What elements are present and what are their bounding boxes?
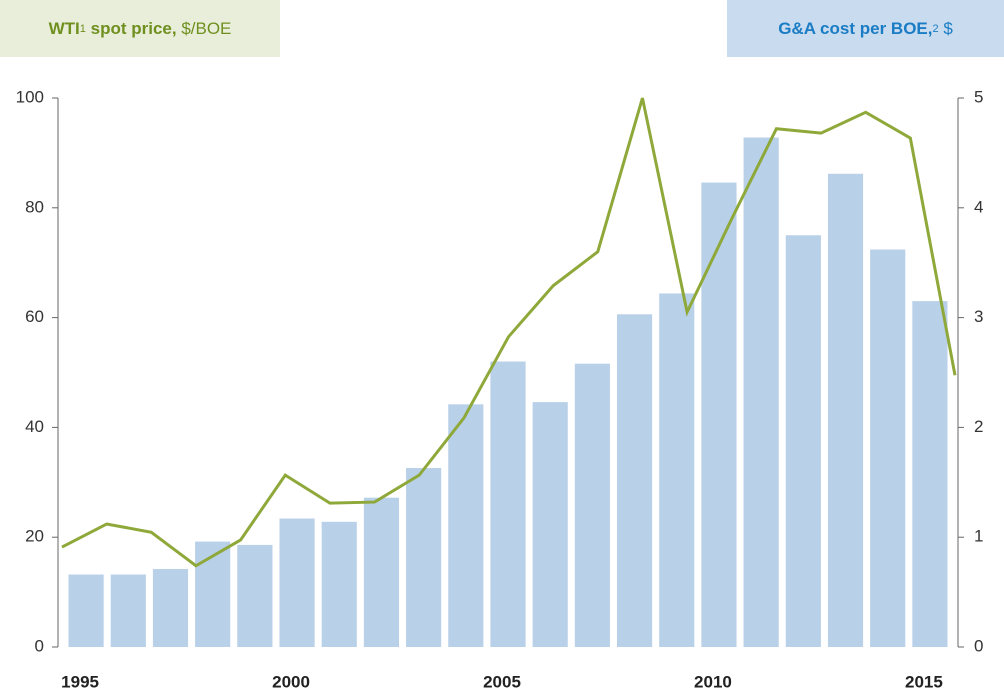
y2-tick-label: 1 [974, 527, 983, 546]
left-legend: WTI 1 spot price, $/BOE [0, 0, 280, 57]
x-tick-label: 2015 [905, 672, 943, 691]
y-tick-label: 80 [25, 197, 44, 216]
y-tick-label: 100 [16, 87, 44, 106]
bar [237, 544, 273, 647]
bar [152, 569, 189, 647]
y2-tick-label: 4 [974, 197, 983, 216]
bar [279, 518, 315, 647]
x-tick-label: 2005 [483, 672, 521, 691]
x-tick-label: 2010 [694, 672, 732, 691]
y2-tick-label: 5 [974, 87, 983, 106]
line [61, 97, 957, 568]
bar [406, 468, 442, 647]
bar [912, 301, 948, 647]
y-tick-label: 60 [25, 307, 44, 326]
y2-tick-label: 3 [974, 307, 983, 326]
y-tick-label: 0 [35, 636, 44, 655]
y-tick-label: 40 [25, 417, 44, 436]
legend-name: G&A cost per BOE, [778, 18, 933, 38]
bar [532, 402, 568, 647]
bar [195, 541, 231, 647]
bar [448, 404, 484, 647]
bar [701, 182, 737, 647]
y2-tick-label: 0 [974, 636, 983, 655]
bar [870, 249, 906, 648]
bar [490, 361, 526, 647]
legend-label: spot price, [90, 18, 177, 38]
bar [785, 235, 821, 647]
bar [827, 173, 864, 647]
bar [110, 574, 146, 647]
bar [363, 497, 399, 647]
bar [617, 314, 653, 647]
y-tick-label: 20 [25, 527, 44, 546]
y2-tick-label: 2 [974, 417, 983, 436]
x-tick-label: 2000 [272, 672, 310, 691]
legend-name: WTI [48, 18, 80, 38]
x-tick-label: 1995 [61, 672, 99, 691]
bar [574, 363, 610, 647]
bar [743, 137, 779, 647]
bar [659, 293, 695, 647]
legend-unit: $/BOE [181, 18, 232, 38]
bar [68, 574, 104, 647]
right-legend: G&A cost per BOE, 2 $ [727, 0, 1004, 57]
legend-sup: 2 [932, 22, 939, 35]
legend-sup: 1 [79, 22, 86, 35]
legend-unit: $ [943, 18, 953, 38]
bar [321, 521, 357, 647]
